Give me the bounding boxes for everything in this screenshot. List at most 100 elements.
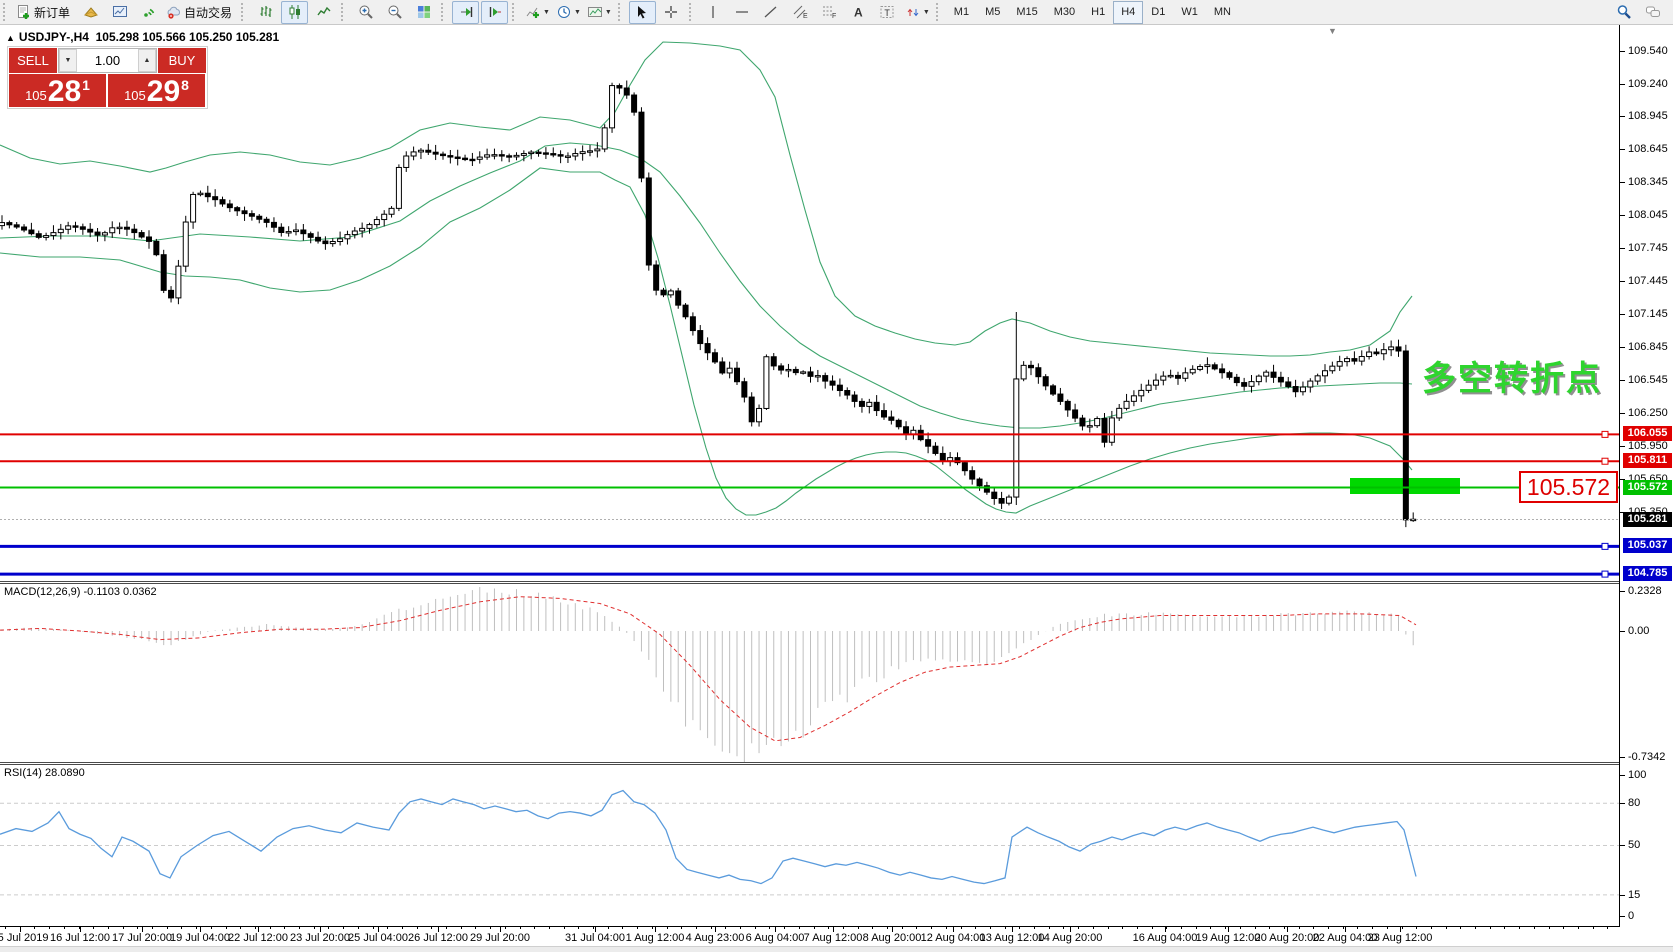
price-tick (1620, 314, 1625, 316)
time-tick (1287, 927, 1288, 932)
search-button[interactable] (1610, 1, 1637, 24)
price-callout-label[interactable]: 105.572 (1519, 471, 1618, 503)
line-chart-mode-button[interactable] (310, 1, 337, 24)
macd-signal-line (0, 596, 1417, 742)
text-button[interactable]: A (845, 1, 872, 24)
text-label-button[interactable]: T (874, 1, 901, 24)
zoom-out-button[interactable] (381, 1, 408, 24)
chart-shift-button[interactable] (481, 0, 509, 24)
timeframe-w1-button[interactable]: W1 (1181, 6, 1198, 18)
time-tick-label: 7 Aug 12:00 (803, 932, 863, 944)
sell-price-button[interactable]: 105 28 1 (9, 74, 106, 107)
one-click-trade-panel: SELL ▼ 1.00 ▲ BUY 105 28 1 105 29 8 (7, 46, 208, 109)
volume-down-button[interactable]: ▼ (59, 49, 77, 72)
price-tick (1620, 51, 1625, 52)
turning-point-annotation: 多空转折点 (1422, 360, 1602, 398)
zoom-in-button[interactable] (352, 1, 379, 24)
templates-button[interactable]: ▼ (585, 1, 614, 24)
tile-windows-button[interactable] (410, 1, 437, 24)
rsi-scale-label: 100 (1628, 769, 1647, 781)
buy-price-button[interactable]: 105 29 8 (108, 74, 205, 107)
periods-button[interactable]: ▼ (554, 1, 583, 24)
cursor-button[interactable] (628, 0, 656, 24)
svg-text:A: A (854, 6, 863, 20)
sell-button[interactable]: SELL (9, 48, 57, 73)
timeframe-h1-button[interactable]: H1 (1091, 6, 1106, 18)
bar-chart-mode-button[interactable] (252, 1, 279, 24)
history-center-button[interactable] (77, 1, 104, 24)
sell-price-sup: 1 (82, 77, 90, 93)
macd-scale-label: -0.7342 (1628, 751, 1666, 764)
line-handle[interactable] (1601, 542, 1609, 550)
signals-button[interactable] (135, 1, 162, 24)
equidistant-channel-button[interactable]: E (787, 1, 814, 24)
rsi-chart (0, 789, 1619, 896)
timeframe-m5-button[interactable]: M5 (985, 6, 1001, 18)
price-tick (1620, 380, 1625, 382)
toolbar-right-icons (1609, 1, 1667, 24)
fibonacci-retracement-button[interactable]: F (816, 1, 843, 24)
volume-up-button[interactable]: ▲ (138, 49, 156, 72)
macd-scale-label: 0.2328 (1628, 585, 1662, 598)
pane-separator[interactable] (0, 581, 1673, 584)
panel-collapse-icon[interactable]: ▲ (6, 33, 15, 43)
time-tick-label: 25 Jul 04:00 (348, 932, 408, 944)
crosshair-icon (665, 6, 678, 18)
timeframe-h4-button[interactable]: H4 (1113, 0, 1144, 24)
candle-chart-mode-button[interactable] (281, 0, 309, 24)
arrows-button[interactable]: ▼ (903, 1, 932, 24)
vertical-line-button[interactable] (700, 1, 727, 24)
new-order-button[interactable]: 新订单 (14, 1, 75, 24)
time-tick-label: 20 Aug 20:00 (1254, 932, 1320, 944)
volume-input[interactable]: 1.00 (77, 49, 138, 72)
goldbook-icon (83, 7, 98, 18)
comments-button[interactable] (1639, 1, 1666, 24)
auto-trading-button[interactable]: 自动交易 (164, 1, 237, 24)
time-tick-label: 22 Jul 12:00 (228, 932, 288, 944)
line-handle[interactable] (1601, 457, 1609, 465)
symbol-ohlc: 105.298 105.566 105.250 105.281 (95, 30, 280, 44)
time-tick-label: 14 Aug 20:00 (1037, 932, 1103, 944)
timeframe-mn-button[interactable]: MN (1213, 6, 1231, 18)
price-axis[interactable]: 109.540 109.240 108.945 108.645 108.345 108.0… (1619, 25, 1673, 946)
crosshair-button[interactable] (658, 1, 685, 24)
macd-chart (0, 587, 1417, 762)
symbol-info: ▲ USDJPY-,H4 105.298 105.566 105.250 105.… (6, 30, 279, 44)
line-handle[interactable] (1601, 430, 1609, 438)
time-tick-label: 17 Jul 20:00 (112, 932, 172, 944)
trendline-button[interactable] (758, 1, 785, 24)
indicators-list-button[interactable]: ▼ (523, 1, 552, 24)
price-tick-label: 107.745 (1628, 242, 1668, 255)
timeframe-d1-button[interactable]: D1 (1151, 6, 1166, 18)
indicator-icon (526, 7, 540, 18)
sell-price-prefix: 105 (25, 88, 47, 103)
cursor-icon (638, 6, 647, 19)
candlestick-chart (0, 41, 1619, 578)
new-chart-button[interactable] (106, 1, 133, 24)
timeframe-m15-button[interactable]: M15 (1016, 6, 1038, 18)
price-tick-label: 108.645 (1628, 143, 1668, 156)
shapes-icon (907, 8, 919, 17)
buy-button[interactable]: BUY (158, 48, 206, 73)
time-tick (1345, 927, 1346, 932)
timeframe-m30-button[interactable]: M30 (1053, 6, 1076, 18)
rsi-pane: RSI(14) 28.0890 (0, 765, 1619, 927)
buy-price-sup: 8 (181, 77, 189, 93)
time-tick-label: 22 Aug 04:00 (1312, 932, 1378, 944)
pane-separator[interactable] (0, 762, 1673, 765)
rsi-scale-label: 0 (1628, 910, 1635, 922)
price-tick-label: 109.540 (1628, 45, 1668, 57)
time-tick (378, 927, 379, 932)
price-tick (1620, 84, 1625, 85)
time-tick (1012, 927, 1013, 932)
rsi-scale-label: 15 (1628, 889, 1641, 901)
auto-scroll-button[interactable] (452, 0, 480, 24)
horizontal-line-button[interactable] (729, 1, 756, 24)
toolbar-grip (3, 3, 9, 21)
line-handle[interactable] (1601, 570, 1609, 578)
volume-stepper: ▼ 1.00 ▲ (58, 48, 157, 73)
price-tick (1620, 149, 1625, 151)
timeframe-m1-button[interactable]: M1 (953, 6, 970, 18)
chart-shift-marker-icon[interactable]: ▼ (1328, 26, 1337, 36)
